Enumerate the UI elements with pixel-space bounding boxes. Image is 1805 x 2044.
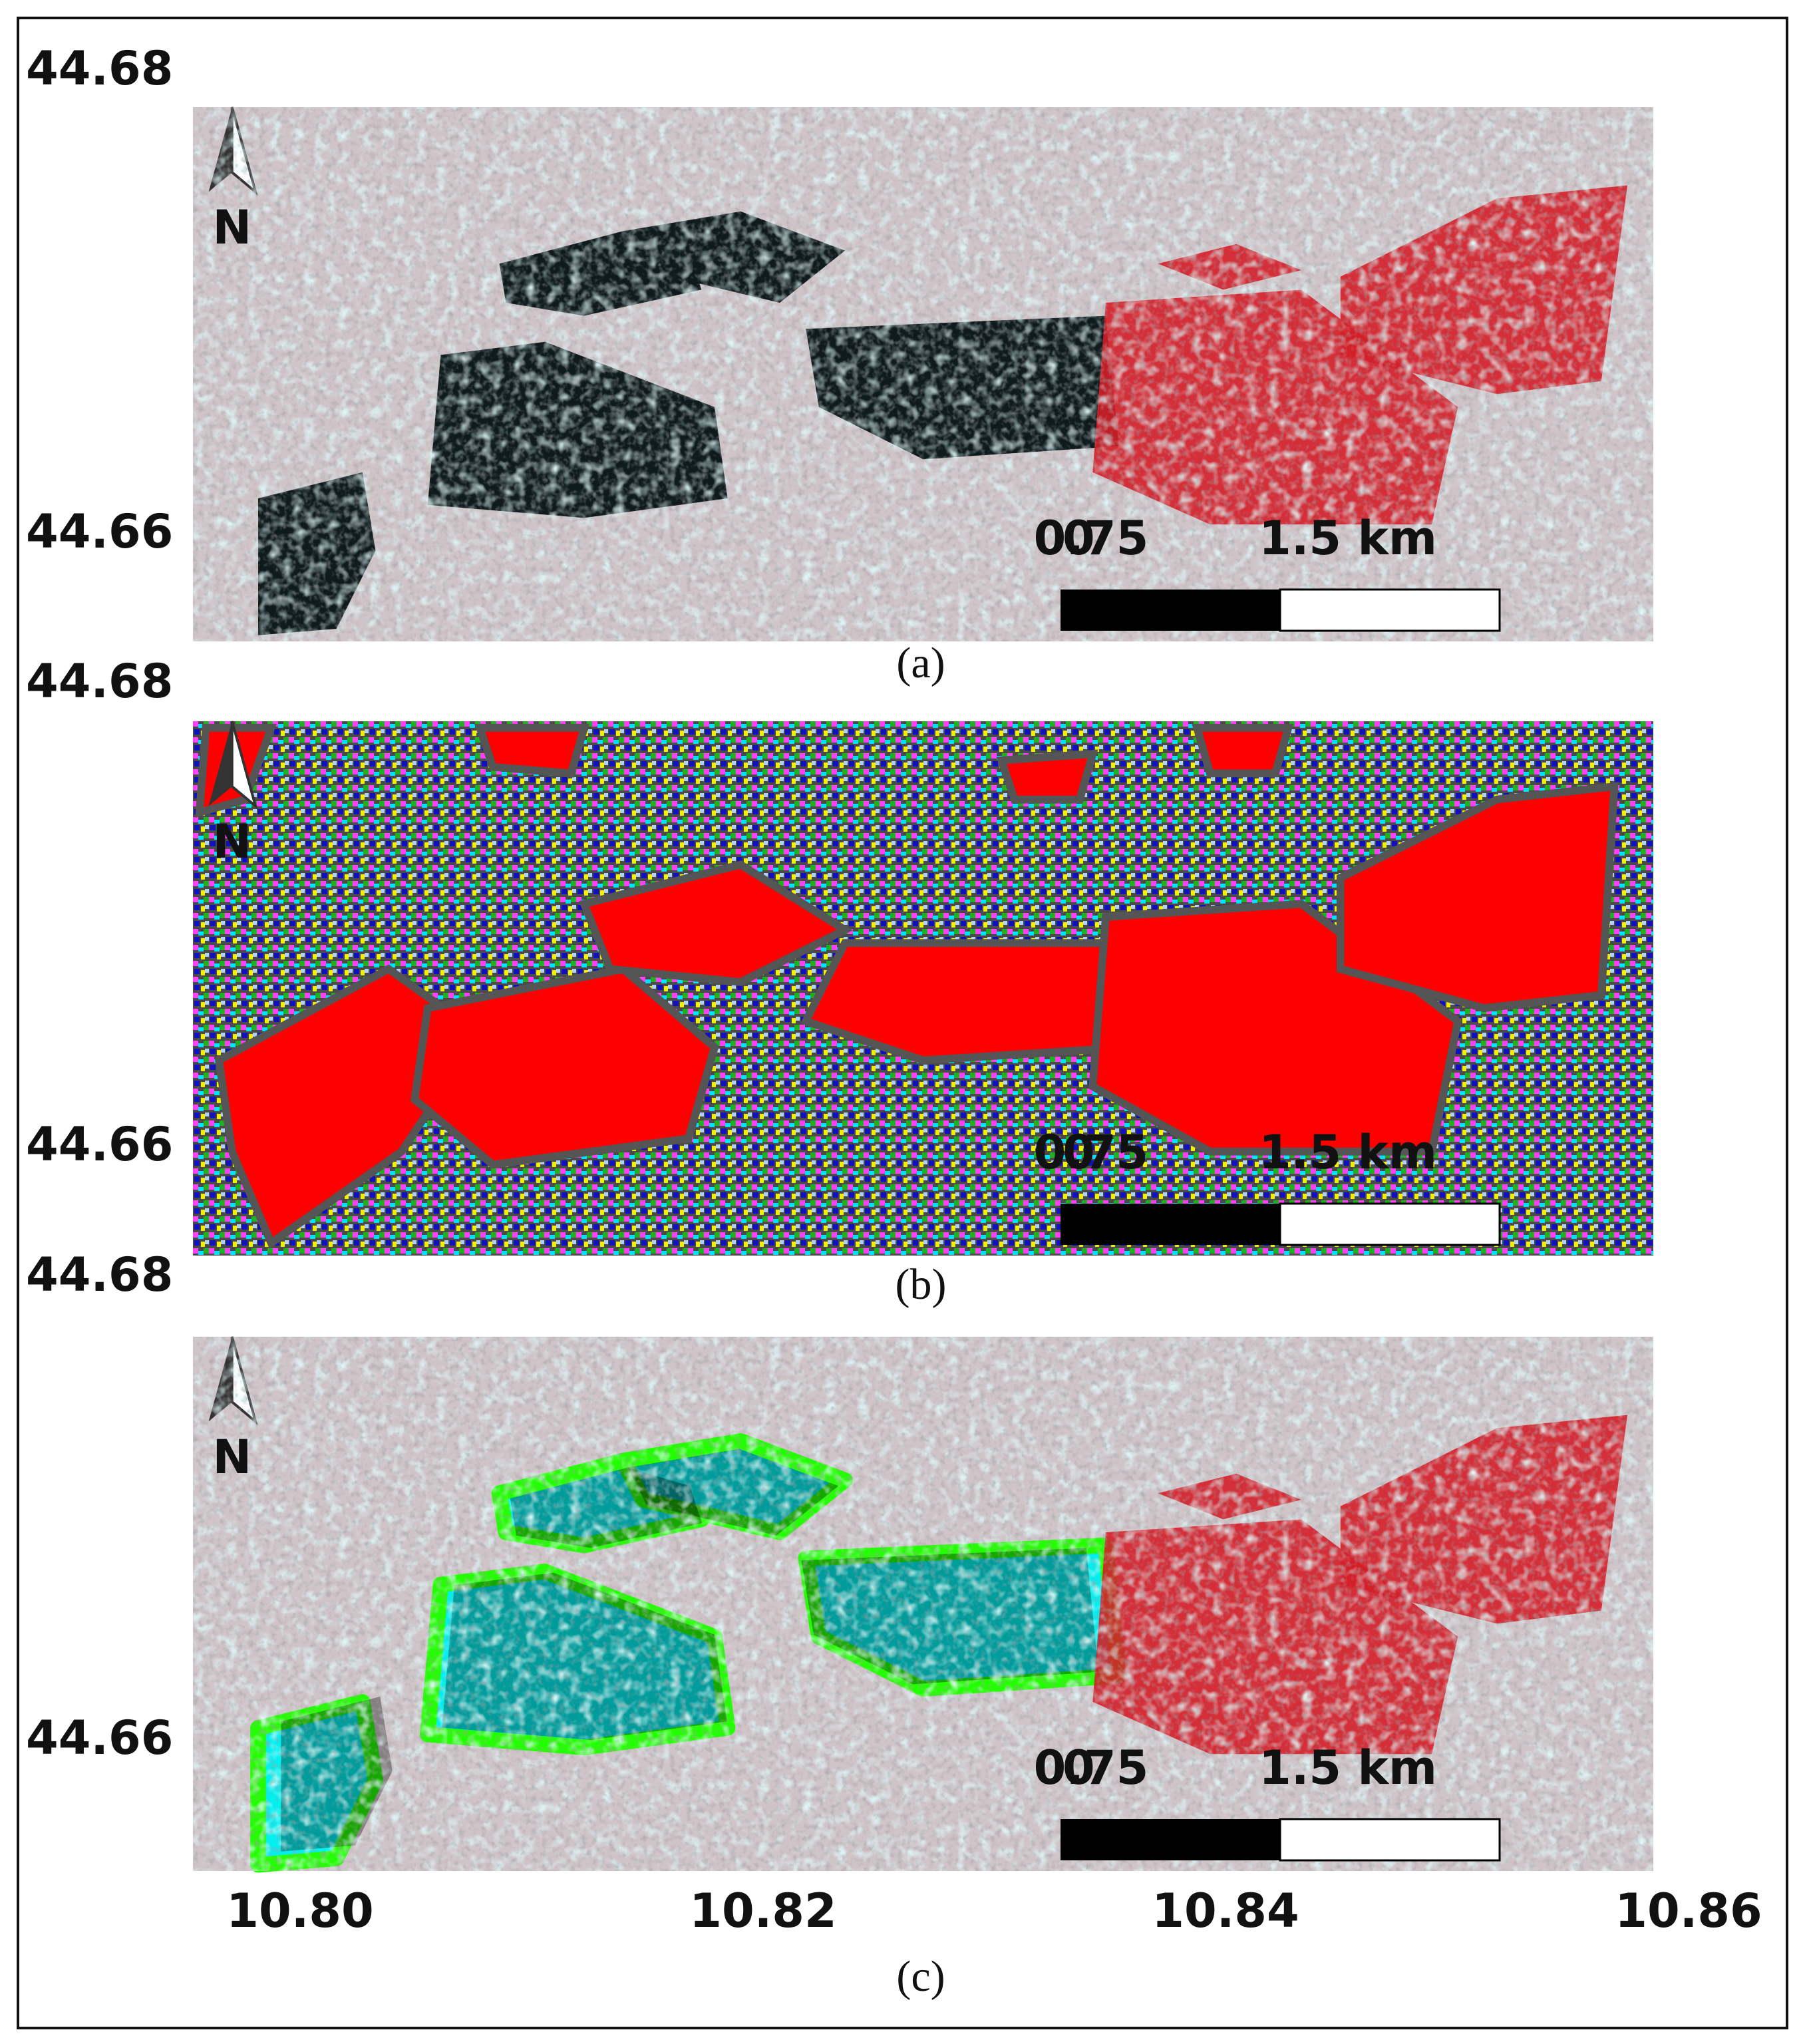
- lat-label: 44.68: [26, 1248, 173, 1302]
- lon-label: 10.80: [226, 1884, 373, 1938]
- scale-label: 0.75: [1034, 511, 1149, 566]
- scale-label: 1.5 km: [1259, 511, 1437, 566]
- scale-bar: [1061, 1819, 1280, 1860]
- cluster-region: [996, 749, 1098, 804]
- texture: [193, 1337, 1653, 1871]
- texture: [193, 107, 1653, 641]
- lat-label: 44.68: [26, 41, 173, 96]
- north-label: N: [213, 200, 252, 255]
- lon-label: 10.86: [1615, 1884, 1762, 1938]
- lat-label: 44.66: [26, 1117, 173, 1172]
- cluster-region: [579, 860, 854, 987]
- map-panel: N 00.75 1.5 km: [193, 1336, 1653, 1873]
- north-label: N: [213, 1430, 252, 1484]
- cluster-region: [800, 939, 1137, 1065]
- cluster-region: [474, 723, 589, 778]
- lon-label: 10.84: [1152, 1884, 1299, 1938]
- scale-bar: [1279, 1818, 1501, 1862]
- lat-label: 44.66: [26, 504, 173, 559]
- cluster-region: [1336, 782, 1619, 1013]
- map-panel: N 00.75 1.5 km: [193, 721, 1653, 1256]
- scale-bar: [1061, 590, 1280, 631]
- north-arrow: [208, 721, 232, 806]
- lat-label: 44.68: [26, 654, 173, 709]
- map-features: [195, 721, 1619, 1249]
- scale-bar: [1279, 588, 1501, 632]
- scale-label: 0: [1063, 511, 1095, 566]
- scale-bar: [1061, 1204, 1280, 1245]
- scale-label: 0: [1063, 1125, 1095, 1180]
- panel-caption: (b): [896, 1260, 947, 1309]
- scale-label: 1.5 km: [1259, 1125, 1437, 1180]
- scale-label: 1.5 km: [1259, 1741, 1437, 1795]
- cluster-region: [214, 964, 486, 1249]
- panel-caption: (c): [896, 1952, 945, 2001]
- scale-label: 0.75: [1034, 1741, 1149, 1795]
- scale-label: 0: [1063, 1741, 1095, 1795]
- cluster-region: [1192, 723, 1294, 778]
- lon-label: 10.82: [689, 1884, 836, 1938]
- scale-bar: [1279, 1202, 1501, 1246]
- lat-label: 44.66: [26, 1711, 173, 1765]
- north-label: N: [213, 814, 252, 869]
- scale-label: 0.75: [1034, 1125, 1149, 1180]
- frame: [17, 17, 1788, 2029]
- north-arrow: [230, 721, 258, 810]
- map-panel: N 00.75 1.5 km: [193, 106, 1653, 641]
- panel-caption: (a): [896, 639, 945, 687]
